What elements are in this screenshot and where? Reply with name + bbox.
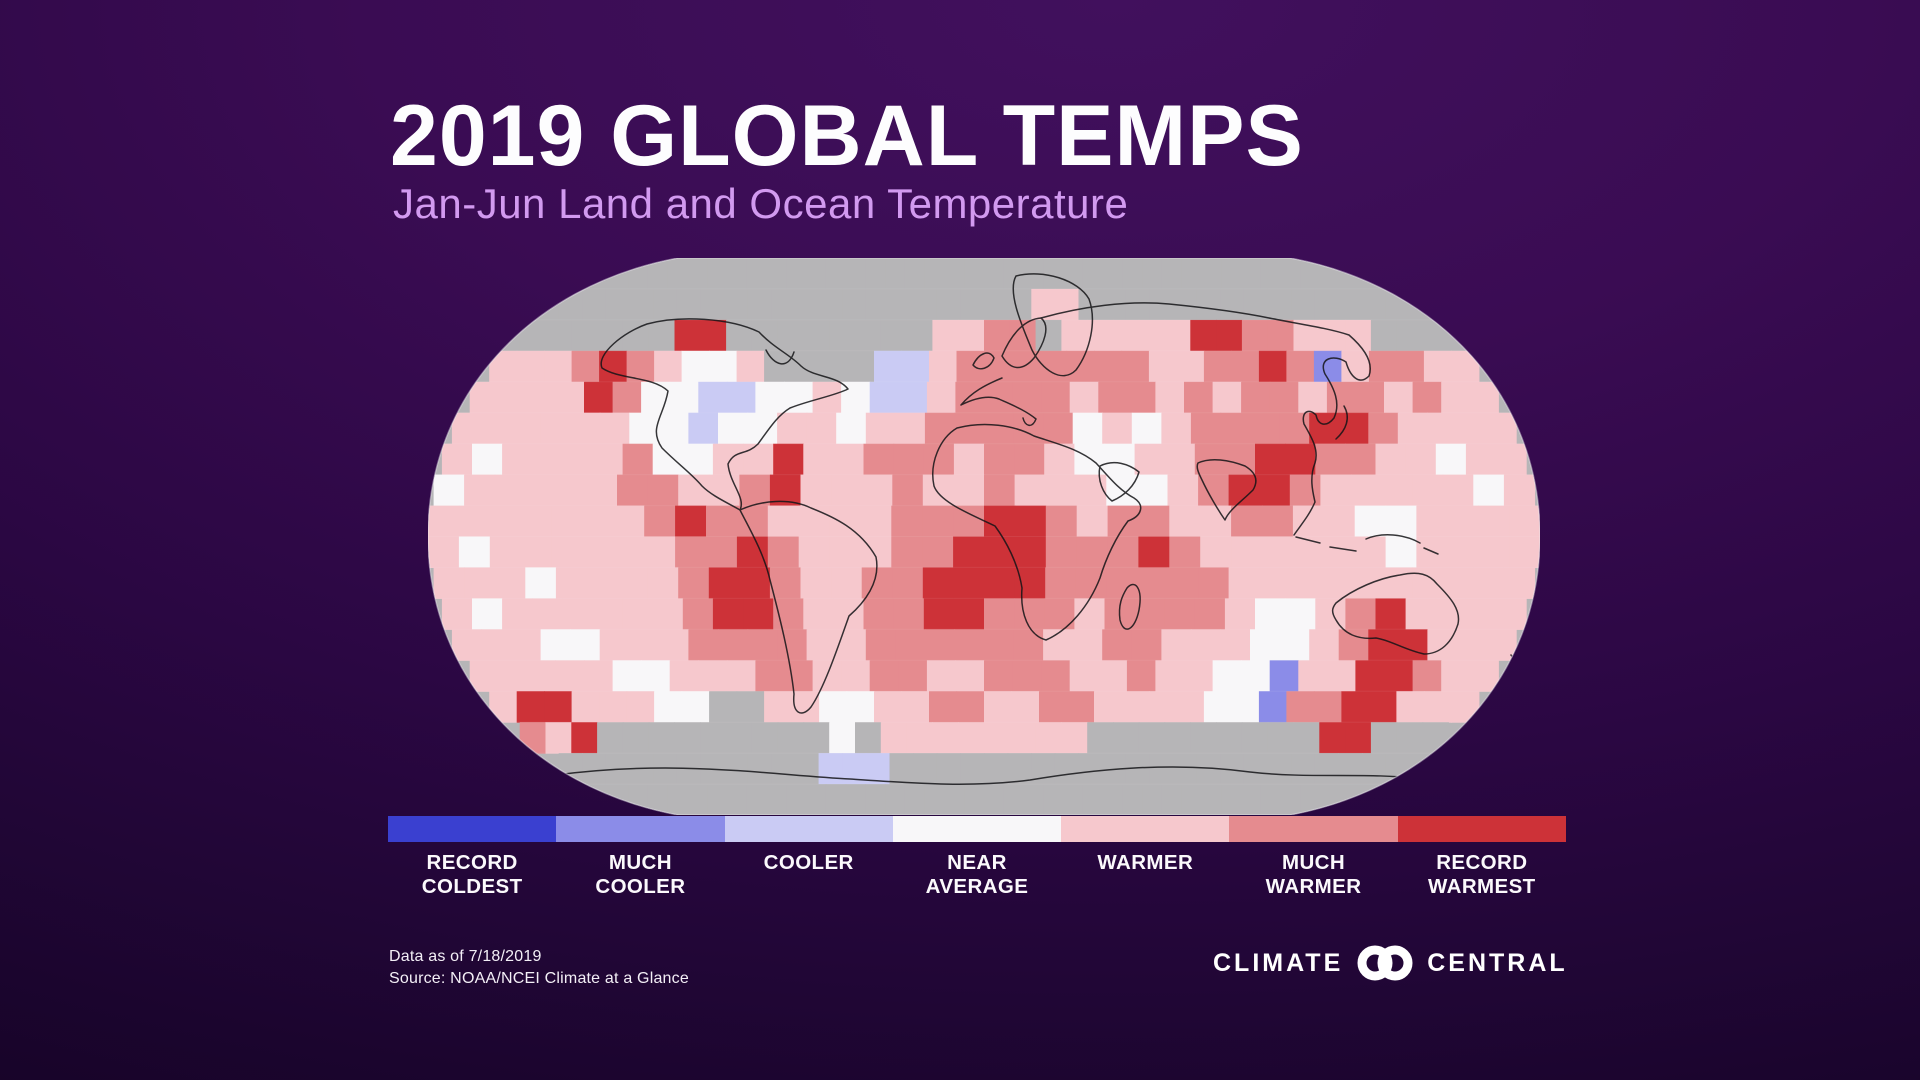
coast-japan [1335, 405, 1348, 440]
coastlines [555, 273, 1524, 785]
coast-africa [932, 423, 1142, 641]
coast-india [1196, 458, 1257, 521]
world-temperature-map [428, 258, 1540, 815]
page-title: 2019 GLOBAL TEMPS [390, 88, 1304, 184]
legend-segment-warmer [1061, 816, 1230, 842]
legend-label-much-warmer: MUCH WARMER [1265, 851, 1362, 898]
source-text: Source: NOAA/NCEI Climate at a Glance [389, 970, 689, 987]
temperature-grid [428, 258, 1540, 815]
legend-labels: RECORD COLDEST MUCH COOLER COOLER NEAR AVER… [388, 851, 1566, 899]
legend: RECORD COLDEST MUCH COOLER COOLER NEAR AVER… [388, 816, 1566, 899]
legend-label-much-cooler: MUCH COOLER [595, 851, 686, 898]
coast-greenland [1012, 273, 1094, 377]
coast-north-america [600, 318, 849, 511]
coast-britain [972, 352, 995, 370]
logo-text-climate: CLIMATE [1213, 949, 1344, 977]
coast-asia [1040, 302, 1371, 536]
legend-label-record-coldest: RECORD COLDEST [421, 851, 523, 898]
map-outline [428, 258, 1540, 815]
legend-segment-much-cooler [556, 816, 725, 842]
coast-hudson-bay [765, 349, 795, 365]
legend-segment-record-warmest [1397, 816, 1566, 842]
coast-antarctica [555, 766, 1421, 785]
coast-europe [960, 377, 1037, 426]
page-subtitle: Jan-Jun Land and Ocean Temperature [393, 180, 1129, 227]
coast-australia [1331, 572, 1460, 655]
legend-color-bar [388, 816, 1566, 842]
data-as-of-text: Data as of 7/18/2019 [389, 948, 542, 965]
footer: Data as of 7/18/2019 Source: NOAA/NCEI C… [389, 946, 689, 990]
legend-label-near-average: NEAR AVERAGE [925, 851, 1029, 898]
graticule [428, 288, 1540, 785]
coast-arabia [1098, 461, 1140, 502]
coast-scandinavia [1001, 317, 1047, 369]
legend-segment-much-warmer [1229, 816, 1398, 842]
climate-central-logo: CLIMATE CENTRAL [1213, 944, 1568, 982]
coast-madagascar [1118, 583, 1141, 630]
logo-rings-icon [1357, 945, 1413, 981]
legend-label-cooler: COOLER [763, 851, 854, 874]
legend-segment-cooler [724, 816, 893, 842]
legend-label-warmer: WARMER [1097, 851, 1194, 874]
legend-segment-record-coldest [388, 816, 557, 842]
legend-segment-near-average [892, 816, 1062, 842]
coast-south-america [739, 500, 878, 714]
logo-text-central: CENTRAL [1427, 949, 1568, 977]
coast-indonesia [1295, 534, 1439, 555]
legend-label-record-warmest: RECORD WARMEST [1428, 851, 1536, 898]
